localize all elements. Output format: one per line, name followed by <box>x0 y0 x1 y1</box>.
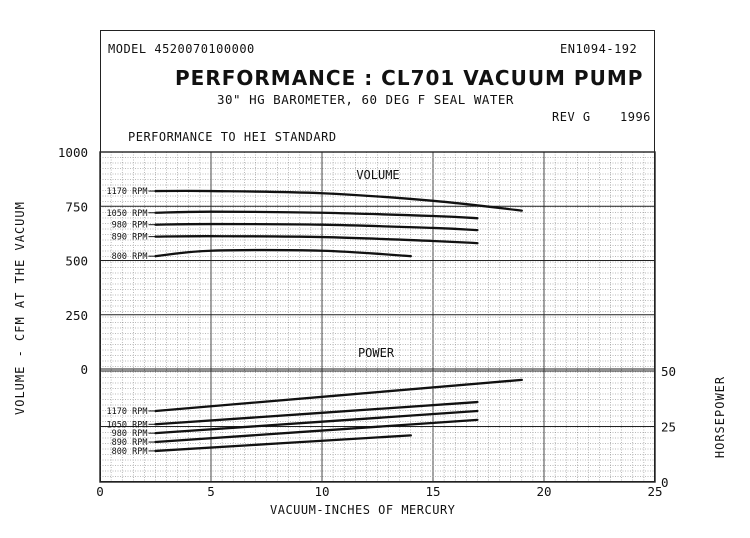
volume-series-label: 980 RPM <box>112 221 148 231</box>
power-series-label: 1170 RPM <box>107 407 148 417</box>
x-tick-label: 20 <box>536 484 551 499</box>
plot-border <box>99 151 656 483</box>
power-series-label: 890 RPM <box>112 438 148 448</box>
model-number: MODEL 4520070100000 <box>108 42 255 56</box>
volume-axis-label: VOLUME - CFM AT THE VACUUM <box>13 201 27 415</box>
power-series-line <box>154 418 479 444</box>
power-series-line <box>154 434 412 453</box>
revision-year: 1996 <box>620 110 651 124</box>
y-tick-label-volume: 250 <box>65 308 88 323</box>
revision-label: REV G <box>552 110 591 124</box>
y-tick-label-volume: 750 <box>65 199 88 214</box>
power-series-line <box>154 378 523 413</box>
x-axis-label: VACUUM-INCHES OF MERCURY <box>270 503 456 517</box>
y-tick-label-power: 50 <box>661 364 676 379</box>
volume-series-label: 1050 RPM <box>107 209 148 219</box>
volume-series-line <box>154 222 479 232</box>
x-tick-label: 0 <box>96 484 104 499</box>
volume-section-title: VOLUME <box>356 168 399 182</box>
chart-title: PERFORMANCE : CL701 VACUUM PUMP <box>175 66 644 90</box>
power-series-line <box>154 409 479 435</box>
y-tick-label-volume: 0 <box>80 362 88 377</box>
volume-series-label: 890 RPM <box>112 233 148 243</box>
power-series-line <box>154 400 479 426</box>
x-tick-label: 10 <box>314 484 329 499</box>
document-id: EN1094-192 <box>560 42 638 56</box>
volume-series-line <box>154 210 479 220</box>
y-tick-label-power: 25 <box>661 420 676 435</box>
volume-series-line <box>154 248 412 258</box>
horsepower-axis-label: HORSEPOWER <box>713 375 727 459</box>
y-tick-label-volume: 500 <box>65 254 88 269</box>
power-section-title: POWER <box>358 346 395 360</box>
power-series-label: 800 RPM <box>112 447 148 457</box>
x-tick-label: 15 <box>425 484 440 499</box>
x-tick-label: 5 <box>207 484 215 499</box>
volume-series-label: 800 RPM <box>112 252 148 262</box>
power-series-label: 1050 RPM <box>107 420 148 430</box>
volume-series-label: 1170 RPM <box>107 187 148 197</box>
y-tick-label-volume: 1000 <box>58 145 88 160</box>
volume-series-line <box>154 235 479 245</box>
volume-series-line <box>154 189 523 212</box>
y-tick-label-power: 0 <box>661 475 669 490</box>
x-tick-label: 25 <box>647 484 662 499</box>
standard-note: PERFORMANCE TO HEI STANDARD <box>128 130 337 144</box>
power-series-label: 980 RPM <box>112 429 148 439</box>
chart-subtitle: 30" HG BAROMETER, 60 DEG F SEAL WATER <box>217 92 514 107</box>
